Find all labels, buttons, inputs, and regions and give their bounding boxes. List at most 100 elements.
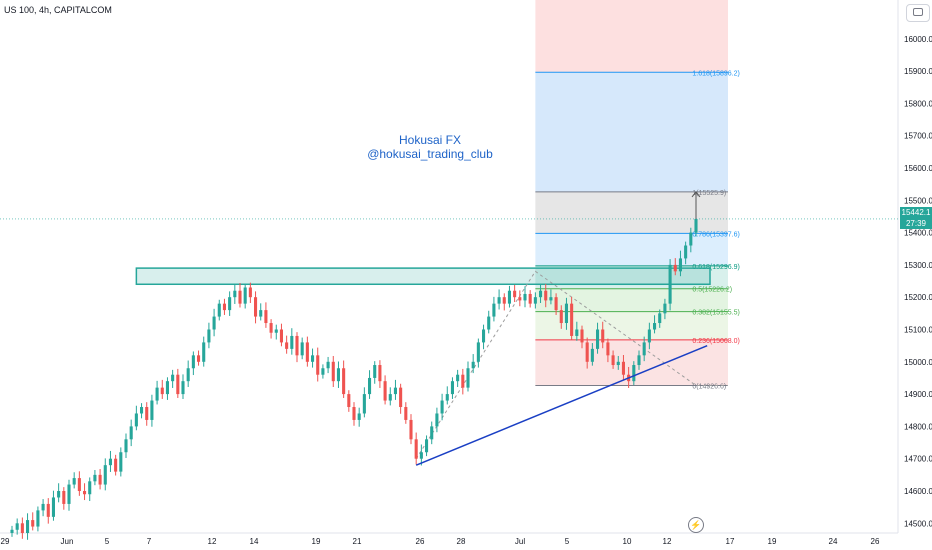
- fib-label-0-786: 0.786(15397.6): [692, 231, 739, 238]
- x-tick-label: 12: [663, 537, 672, 546]
- candle-body: [155, 387, 159, 401]
- candle-body: [383, 381, 387, 401]
- candle-body: [212, 316, 216, 330]
- candle-body: [476, 342, 480, 362]
- candle-body: [145, 407, 149, 420]
- candle-body: [331, 361, 335, 382]
- candle-body: [466, 368, 470, 388]
- candle-body: [26, 520, 30, 533]
- candle: [564, 297, 568, 330]
- candle-body: [694, 218, 698, 233]
- x-tick-label: 5: [105, 537, 110, 546]
- candle: [300, 337, 304, 360]
- candle: [145, 402, 149, 426]
- candle-body: [637, 355, 641, 366]
- candle-body: [461, 374, 465, 388]
- x-tick-label: 28: [457, 537, 466, 546]
- y-tick-label: 15200.0: [904, 293, 932, 302]
- candle-body: [653, 323, 657, 330]
- x-tick-label: 24: [829, 537, 838, 546]
- candle-body: [445, 394, 449, 401]
- candle: [373, 361, 377, 384]
- candle: [471, 354, 475, 374]
- candle: [523, 286, 527, 308]
- candle: [440, 393, 444, 421]
- candle-body: [518, 297, 522, 301]
- candle-body: [305, 342, 309, 362]
- candle: [549, 289, 553, 305]
- candle: [165, 377, 169, 400]
- x-tick-label: 5: [565, 537, 570, 546]
- x-tick-label: 21: [353, 537, 362, 546]
- candle-body: [124, 439, 128, 453]
- candle-body: [233, 290, 237, 298]
- candle: [409, 414, 413, 445]
- candle: [51, 490, 55, 521]
- candle: [98, 469, 102, 490]
- candle: [83, 483, 87, 501]
- candle: [399, 383, 403, 414]
- y-tick-label: 14700.0: [904, 455, 932, 464]
- candle-body: [41, 503, 45, 511]
- symbol-title[interactable]: US 100, 4h, CAPITALCOM: [4, 5, 112, 15]
- candle: [663, 298, 667, 320]
- y-tick-label: 15700.0: [904, 132, 932, 141]
- candle-body: [414, 439, 418, 459]
- candle-body: [502, 297, 506, 304]
- candle-body: [575, 329, 579, 336]
- candle-body: [647, 329, 651, 343]
- candle: [570, 296, 574, 340]
- candle: [36, 506, 40, 532]
- candle: [637, 350, 641, 370]
- y-tick-label: 14500.0: [904, 519, 932, 528]
- candle-body: [243, 287, 247, 304]
- candle-body: [181, 381, 185, 395]
- candle-body: [134, 413, 138, 427]
- candle-body: [103, 465, 107, 485]
- candle: [601, 321, 605, 349]
- candle: [533, 292, 537, 309]
- candle: [435, 407, 439, 433]
- candle-body: [570, 303, 574, 336]
- candle: [321, 364, 325, 379]
- candle-body: [336, 368, 340, 382]
- candle: [544, 283, 548, 308]
- x-tick-label: 14: [250, 537, 259, 546]
- candle: [259, 303, 263, 321]
- layout-icon[interactable]: [906, 4, 930, 22]
- candle-body: [533, 297, 537, 304]
- candle-body: [269, 323, 273, 333]
- candle-body: [186, 368, 190, 382]
- x-tick-label: 10: [623, 537, 632, 546]
- candle-body: [311, 355, 315, 362]
- candle: [362, 387, 366, 418]
- fib-label-1-618: 1.618(15896.2): [692, 70, 739, 77]
- candle: [279, 323, 283, 347]
- fib-band-1618: [535, 72, 728, 192]
- candle: [160, 379, 164, 399]
- candle-body: [590, 348, 594, 362]
- candle: [212, 308, 216, 337]
- candle-body: [539, 290, 543, 298]
- fib-band-1: [535, 191, 728, 234]
- candle-body: [165, 381, 169, 395]
- candle: [414, 432, 418, 465]
- candle: [507, 285, 511, 308]
- alert-clock-icon[interactable]: ⚡: [688, 517, 704, 533]
- candle: [46, 498, 50, 524]
- candle-body: [51, 497, 55, 517]
- candle: [611, 350, 615, 369]
- candle: [150, 394, 154, 427]
- candle-body: [689, 232, 693, 246]
- fib-band-top: [535, 0, 728, 73]
- candle-body: [368, 377, 372, 395]
- watermark-line1: Hokusai FX: [398, 133, 462, 147]
- y-tick-label: 16000.0: [904, 35, 932, 44]
- candle: [62, 487, 66, 510]
- candle: [108, 450, 112, 472]
- candle: [72, 472, 76, 489]
- candle: [264, 302, 268, 328]
- candle: [233, 283, 237, 304]
- candle-body: [197, 355, 201, 362]
